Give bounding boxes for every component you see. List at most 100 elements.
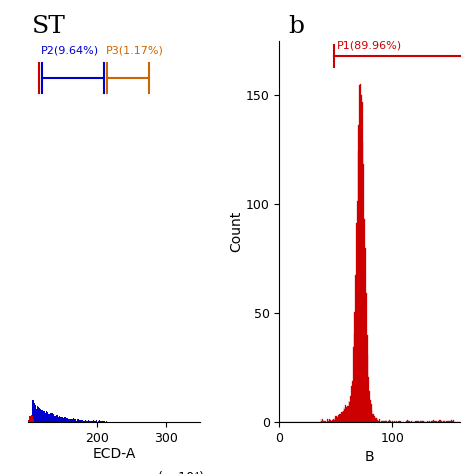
Bar	[323, 421, 324, 422]
Bar	[392, 421, 393, 422]
Bar	[62, 417, 63, 422]
Bar	[415, 420, 416, 422]
Bar	[339, 414, 340, 422]
Bar	[367, 355, 368, 422]
Bar	[423, 421, 424, 422]
Y-axis label: Count: Count	[229, 211, 243, 252]
Bar	[340, 414, 341, 422]
Bar	[43, 411, 44, 422]
Bar	[366, 293, 367, 422]
Bar	[453, 420, 454, 422]
Bar	[444, 421, 445, 422]
Bar	[427, 421, 428, 422]
Bar	[41, 410, 42, 422]
Bar	[86, 421, 87, 422]
Bar	[94, 421, 95, 422]
Bar	[99, 420, 100, 422]
Bar	[407, 420, 408, 422]
Bar	[90, 421, 91, 422]
Bar	[450, 421, 451, 422]
Bar	[66, 418, 67, 422]
Bar	[441, 421, 442, 422]
Bar	[345, 409, 346, 422]
Bar	[337, 417, 338, 422]
Bar	[335, 418, 336, 422]
Bar	[368, 377, 369, 422]
Bar	[439, 420, 440, 422]
Bar	[447, 420, 448, 422]
X-axis label: B: B	[365, 450, 374, 464]
Bar	[346, 408, 347, 422]
Bar	[375, 418, 376, 422]
Bar	[38, 407, 39, 422]
Bar	[33, 400, 34, 422]
Bar	[350, 396, 351, 422]
Bar	[411, 421, 412, 422]
Bar	[348, 401, 349, 422]
Bar	[371, 404, 372, 422]
Bar	[81, 420, 82, 422]
Bar	[443, 420, 444, 422]
Bar	[386, 421, 387, 422]
Bar	[320, 419, 321, 422]
Bar	[101, 421, 102, 422]
Bar	[369, 391, 370, 422]
Bar	[325, 421, 326, 422]
Bar	[93, 420, 94, 422]
Bar	[364, 219, 365, 422]
Bar	[34, 403, 35, 422]
Bar	[446, 421, 447, 422]
Bar	[394, 421, 395, 422]
Bar	[388, 421, 389, 422]
Bar	[442, 421, 443, 422]
Bar	[351, 386, 352, 422]
Bar	[85, 420, 86, 422]
Bar	[390, 420, 391, 422]
Bar	[343, 411, 344, 422]
Bar	[421, 420, 422, 422]
Bar	[434, 421, 435, 422]
Bar	[57, 415, 58, 422]
Bar	[376, 418, 377, 422]
Bar	[68, 419, 69, 422]
Bar	[95, 421, 96, 422]
Bar	[330, 420, 331, 422]
Bar	[400, 421, 401, 422]
Bar	[32, 400, 33, 422]
Bar	[422, 421, 423, 422]
Text: ( x 10⁴): ( x 10⁴)	[158, 471, 204, 474]
Bar	[452, 421, 453, 422]
Bar	[384, 421, 385, 422]
Bar	[87, 421, 88, 422]
Bar	[42, 410, 43, 422]
Bar	[100, 421, 101, 422]
Bar	[98, 421, 99, 422]
Bar	[370, 401, 371, 422]
Bar	[96, 420, 97, 422]
Bar	[84, 421, 85, 422]
Bar	[69, 419, 70, 422]
Bar	[63, 418, 64, 422]
Bar	[352, 381, 353, 422]
Bar	[331, 420, 332, 422]
Bar	[365, 248, 366, 422]
Bar	[78, 419, 79, 422]
Bar	[449, 421, 450, 422]
Bar	[363, 142, 364, 422]
Bar	[33, 419, 34, 422]
Bar	[32, 416, 33, 422]
Bar	[327, 419, 328, 422]
Bar	[89, 421, 90, 422]
Bar	[329, 421, 330, 422]
Bar	[37, 406, 38, 422]
Bar	[338, 415, 339, 422]
Bar	[106, 421, 107, 422]
Bar	[102, 421, 103, 422]
Bar	[432, 421, 433, 422]
Bar	[383, 420, 384, 422]
Bar	[76, 421, 77, 422]
Bar	[361, 95, 362, 422]
Bar	[396, 421, 397, 422]
Bar	[59, 416, 60, 422]
Bar	[436, 421, 437, 422]
